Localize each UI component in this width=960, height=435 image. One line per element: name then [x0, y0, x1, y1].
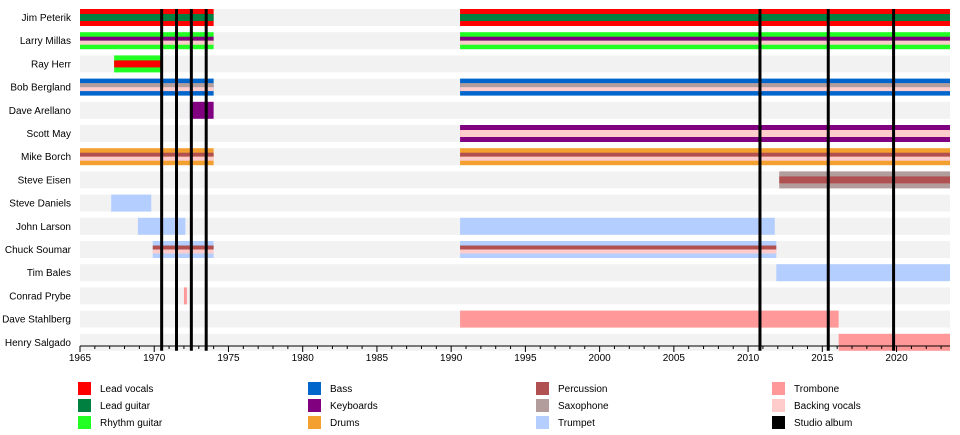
legend-swatch [308, 382, 321, 395]
x-axis: 1965 1970 1975 1980 1985 1990 1995 2000 2005 2010… [69, 345, 950, 364]
row-background [80, 287, 950, 305]
member-labels: Jim Peterik Larry Millas Ray Herr Bob Bergl… [2, 13, 72, 349]
member-name: Mike Borch [21, 152, 71, 163]
legend-label: Rhythm guitar [100, 418, 163, 429]
row-background [80, 194, 950, 212]
x-tick-label: 1985 [366, 353, 389, 364]
row-background [80, 101, 950, 119]
member-name: John Larson [16, 222, 71, 233]
row-background [80, 55, 950, 73]
x-tick-label: 1975 [217, 353, 240, 364]
member-name: Dave Stahlberg [2, 315, 71, 326]
row-background [80, 171, 950, 189]
legend-swatch [78, 399, 91, 412]
legend-label: Backing vocals [794, 401, 861, 412]
legend-swatch [308, 399, 321, 412]
row-background [80, 333, 950, 351]
studio-album-lines [160, 9, 896, 351]
role-stripe [460, 83, 950, 88]
role-stripe [80, 152, 214, 157]
role-stripe [80, 87, 214, 92]
legend-label: Lead guitar [100, 401, 151, 412]
role-stripe [80, 14, 214, 21]
legend-label: Drums [330, 418, 359, 429]
role-stripe [779, 176, 950, 184]
legend-swatch [536, 382, 549, 395]
x-tick-label: 1970 [143, 353, 166, 364]
legend-swatch [536, 416, 549, 429]
role-stripe [460, 245, 777, 250]
legend-label: Percussion [558, 384, 607, 395]
legend-swatch [78, 416, 91, 429]
x-tick-label: 2015 [811, 353, 834, 364]
x-tick-label: 1990 [440, 353, 463, 364]
x-tick-label: 2020 [885, 353, 908, 364]
role-stripe [460, 130, 950, 137]
legend-swatch [772, 382, 785, 395]
role-stripe [80, 156, 214, 161]
role-stripe [80, 40, 214, 45]
x-tick-label: 2000 [588, 353, 611, 364]
legend-swatch [308, 416, 321, 429]
legend: Lead vocals Lead guitar Rhythm guitar Bass K… [78, 382, 861, 429]
membership-bar [460, 217, 775, 235]
legend-label: Studio album [794, 418, 852, 429]
x-tick-label: 1965 [69, 353, 92, 364]
member-name: Scott May [27, 129, 71, 140]
member-name: Jim Peterik [22, 13, 72, 24]
x-tick-label: 1980 [292, 353, 315, 364]
x-tick-label: 2005 [663, 353, 686, 364]
member-name: Conrad Prybe [9, 291, 71, 302]
member-name: Larry Millas [20, 36, 71, 47]
role-stripe [152, 249, 214, 254]
member-name: Ray Herr [31, 59, 72, 70]
legend-label: Bass [330, 384, 352, 395]
role-stripe [114, 60, 162, 68]
role-stripe [460, 40, 950, 45]
row-background [80, 264, 950, 282]
legend-swatch [78, 382, 91, 395]
membership-bar [460, 310, 839, 328]
role-stripe [460, 152, 950, 157]
member-name: Bob Bergland [10, 83, 71, 94]
member-name: Steve Daniels [9, 199, 71, 210]
membership-bar [776, 264, 950, 282]
member-name: Tim Bales [27, 268, 71, 279]
membership-bar [183, 287, 187, 305]
member-name: Dave Arellano [9, 106, 72, 117]
x-tick-label: 2010 [737, 353, 760, 364]
role-stripe [80, 83, 214, 88]
role-stripe [460, 249, 777, 254]
role-stripe [80, 36, 214, 41]
role-stripe [152, 245, 214, 250]
legend-label: Lead vocals [100, 384, 153, 395]
role-stripe [460, 14, 950, 21]
x-tick-label: 1995 [514, 353, 537, 364]
legend-swatch [772, 399, 785, 412]
legend-label: Trombone [794, 384, 840, 395]
legend-label: Saxophone [558, 401, 609, 412]
legend-swatch [772, 416, 785, 429]
member-name: Steve Eisen [18, 175, 71, 186]
member-name: Chuck Soumar [5, 245, 72, 256]
role-stripe [460, 87, 950, 92]
membership-bar [111, 194, 152, 212]
legend-label: Keyboards [330, 401, 378, 412]
membership-bar [189, 101, 214, 119]
role-stripe [460, 36, 950, 41]
member-name: Henry Salgado [5, 338, 72, 349]
legend-label: Trumpet [558, 418, 595, 429]
legend-swatch [536, 399, 549, 412]
role-stripe [460, 156, 950, 161]
